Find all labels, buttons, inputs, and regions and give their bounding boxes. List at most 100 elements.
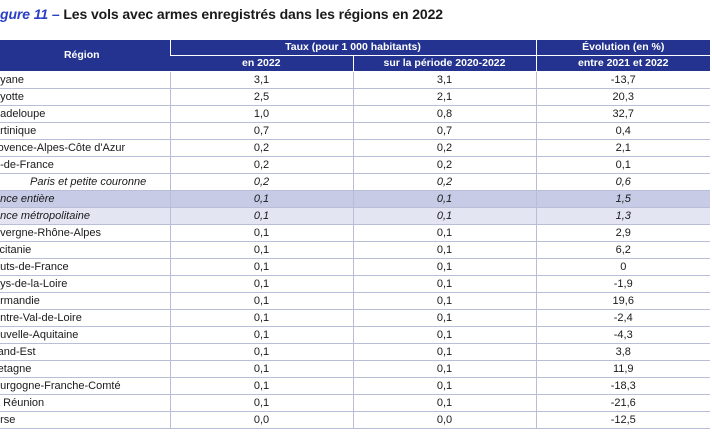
cell-region: ourgogne-Franche-Comté	[0, 377, 170, 395]
cell-taux-periode: 0,1	[352, 275, 536, 293]
cell-taux-2022: 2,5	[169, 88, 353, 106]
table-row: ayotte2,52,120,3	[0, 88, 710, 106]
table-row: Paris et petite couronne 0,2 0,2 0,6	[0, 173, 710, 191]
cell-evolution: 0,6	[535, 173, 710, 191]
title-text: Les vols avec armes enregistrés dans les…	[63, 6, 443, 22]
cell-region: ays-de-la-Loire	[0, 275, 170, 293]
cell-evolution: 0	[535, 258, 710, 276]
cell-taux-2022: 0,1	[169, 360, 353, 378]
cell-taux-periode: 0,2	[352, 173, 536, 191]
table-row: entre-Val-de-Loire 0,1 0,1 -2,4	[0, 309, 710, 327]
cell-taux-periode: 0,0	[352, 411, 536, 429]
cell-taux-periode: 0,1	[352, 309, 536, 327]
cell-taux-2022: 0,1	[169, 207, 353, 225]
cell-evolution: 32,7	[535, 105, 710, 123]
cell-taux-periode: 0,1	[352, 258, 536, 276]
cell-region: ayotte	[0, 88, 170, 106]
cell-region: uvergne-Rhône-Alpes	[0, 224, 170, 242]
cell-taux-2022: 0,1	[169, 394, 353, 412]
cell-region: ance entière	[0, 190, 170, 208]
cell-evolution: -18,3	[535, 377, 710, 395]
cell-taux-periode: 0,8	[352, 105, 536, 123]
regions-table: Région Taux (pour 1 000 habitants) Évolu…	[0, 40, 710, 429]
cell-region: ouvelle-Aquitaine	[0, 326, 170, 344]
table-row: uadeloupe1,00,832,7	[0, 105, 710, 123]
table-row: ance entière 0,1 0,1 1,5	[0, 190, 710, 208]
table-row: artinique0,70,70,4	[0, 122, 710, 140]
table-row: ance métropolitaine 0,1 0,1 1,3	[0, 207, 710, 225]
cell-evolution: 2,9	[535, 224, 710, 242]
cell-taux-periode: 0,1	[352, 241, 536, 259]
cell-evolution: -13,7	[535, 71, 710, 89]
table-row: ays-de-la-Loire 0,1 0,1 -1,9	[0, 275, 710, 293]
table-row: uyane3,13,1-13,7	[0, 71, 710, 89]
cell-taux-periode: 0,7	[352, 122, 536, 140]
cell-taux-periode: 0,1	[352, 326, 536, 344]
header-taux: Taux (pour 1 000 habitants)	[169, 40, 536, 56]
table-row: rovence-Alpes-Côte d'Azur 0,2 0,2 2,1	[0, 139, 710, 157]
cell-taux-2022: 0,1	[169, 190, 353, 208]
header-evolution-line1: Évolution (en %)	[535, 40, 710, 56]
cell-evolution: 0,1	[535, 156, 710, 174]
cell-taux-2022: 0,1	[169, 292, 353, 310]
cell-taux-periode: 0,1	[352, 343, 536, 361]
cell-taux-2022: 1,0	[169, 105, 353, 123]
cell-taux-periode: 0,1	[352, 377, 536, 395]
cell-evolution: -12,5	[535, 411, 710, 429]
cell-region: ccitanie	[0, 241, 170, 259]
header-taux-2022: en 2022	[170, 55, 353, 72]
cell-taux-periode: 0,2	[352, 156, 536, 174]
header-region: Région	[0, 40, 170, 72]
figure-title: gure 11 – Les vols avec armes enregistré…	[0, 6, 443, 22]
cell-taux-2022: 0,0	[169, 411, 353, 429]
title-dash: –	[48, 6, 64, 22]
cell-evolution: 0,4	[535, 122, 710, 140]
cell-taux-2022: 0,1	[169, 275, 353, 293]
cell-evolution: -4,3	[535, 326, 710, 344]
cell-region: Paris et petite couronne	[0, 173, 170, 191]
cell-taux-2022: 3,1	[169, 71, 353, 89]
cell-taux-2022: 0,2	[169, 173, 353, 191]
cell-taux-periode: 0,1	[352, 190, 536, 208]
cell-taux-2022: 0,7	[169, 122, 353, 140]
cell-taux-periode: 0,1	[352, 207, 536, 225]
cell-region: ance métropolitaine	[0, 207, 170, 225]
cell-region: orse	[0, 411, 170, 429]
table-header: Région Taux (pour 1 000 habitants) Évolu…	[0, 40, 710, 72]
cell-taux-periode: 0,1	[352, 292, 536, 310]
cell-taux-2022: 0,2	[169, 139, 353, 157]
cell-evolution: 6,2	[535, 241, 710, 259]
cell-evolution: 1,5	[535, 190, 710, 208]
cell-region: e-de-France	[0, 156, 170, 174]
header-taux-periode: sur la période 2020-2022	[352, 55, 536, 72]
table-body: uyane3,13,1-13,7ayotte2,52,120,3uadeloup…	[0, 71, 710, 429]
cell-taux-2022: 0,1	[169, 241, 353, 259]
table-row: uvergne-Rhône-Alpes 0,1 0,1 2,9	[0, 224, 710, 242]
cell-evolution: 19,6	[535, 292, 710, 310]
figure-number: gure 11	[0, 6, 49, 22]
cell-taux-periode: 0,1	[352, 394, 536, 412]
cell-taux-2022: 0,2	[169, 156, 353, 174]
cell-taux-periode: 2,1	[352, 88, 536, 106]
table-row: ccitanie0,10,16,2	[0, 241, 710, 259]
cell-evolution: -1,9	[535, 275, 710, 293]
cell-region: uadeloupe	[0, 105, 170, 123]
cell-evolution: -21,6	[535, 394, 710, 412]
cell-region: rand-Est	[0, 343, 170, 361]
cell-taux-2022: 0,1	[169, 224, 353, 242]
cell-region: uyane	[0, 71, 170, 89]
cell-taux-periode: 3,1	[352, 71, 536, 89]
cell-taux-2022: 0,1	[169, 258, 353, 276]
cell-evolution: 2,1	[535, 139, 710, 157]
table-row: retagne0,10,111,9	[0, 360, 710, 378]
cell-evolution: 20,3	[535, 88, 710, 106]
cell-region: rovence-Alpes-Côte d'Azur	[0, 139, 170, 157]
cell-region: auts-de-France	[0, 258, 170, 276]
cell-region: entre-Val-de-Loire	[0, 309, 170, 327]
cell-region: a Réunion	[0, 394, 170, 412]
cell-taux-2022: 0,1	[169, 309, 353, 327]
cell-evolution: 11,9	[535, 360, 710, 378]
cell-taux-periode: 0,1	[352, 224, 536, 242]
